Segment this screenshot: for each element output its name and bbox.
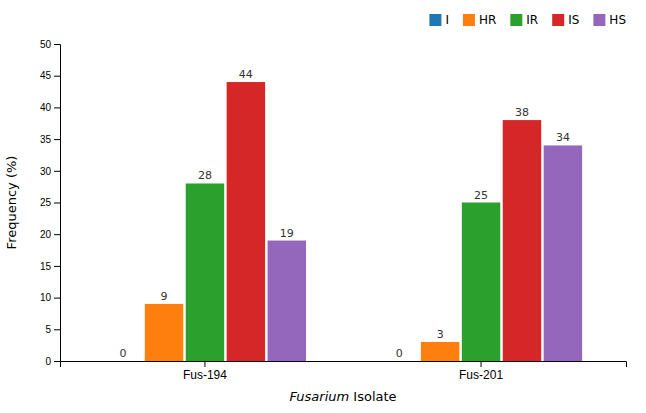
data-label: 44 xyxy=(239,68,253,81)
x-tick-mark xyxy=(204,361,205,367)
y-tick-label: 10 xyxy=(40,292,52,303)
y-tick: 15 xyxy=(40,261,60,272)
y-tick: 30 xyxy=(40,166,60,177)
y-axis-title: Frequency (%) xyxy=(4,156,19,250)
legend-swatch xyxy=(593,14,605,26)
legend-item: HR xyxy=(463,13,496,27)
y-tick-mark xyxy=(54,76,60,77)
y-tick-label: 0 xyxy=(45,356,51,367)
legend-label: IS xyxy=(568,13,579,27)
legend-item: I xyxy=(429,13,449,27)
y-tick-label: 30 xyxy=(40,166,52,177)
bar xyxy=(544,145,582,361)
x-tick-label: Fus-201 xyxy=(459,368,503,382)
x-tick: Fus-201 xyxy=(459,361,503,382)
y-tick-label: 45 xyxy=(40,70,52,81)
y-tick-mark xyxy=(54,107,60,108)
legend-swatch xyxy=(463,14,475,26)
y-tick: 0 xyxy=(45,356,60,367)
bar xyxy=(104,361,142,362)
bar xyxy=(503,120,541,361)
plot: 0 0 9 3 28 25 44 38 19 34 0 5 10 15 20 25 30 35 40 45 50 Fus-… xyxy=(40,39,627,382)
legend-item: HS xyxy=(593,13,626,27)
bar xyxy=(268,241,306,361)
legend-swatch xyxy=(552,14,564,26)
legend-label: HS xyxy=(609,13,626,27)
y-tick: 45 xyxy=(40,70,60,81)
legend-label: I xyxy=(445,13,449,27)
legend: I HR IR IS HS xyxy=(429,13,626,27)
data-label: 0 xyxy=(120,347,127,360)
legend-label: IR xyxy=(526,13,538,27)
y-tick: 5 xyxy=(45,324,60,335)
y-tick: 25 xyxy=(40,197,60,208)
legend-item: IR xyxy=(510,13,538,27)
y-tick-mark xyxy=(54,139,60,140)
data-label: 9 xyxy=(161,290,168,303)
x-tick: Fus-194 xyxy=(183,361,227,382)
y-tick-mark xyxy=(54,361,60,362)
y-tick-mark xyxy=(54,44,60,45)
data-label: 3 xyxy=(437,328,444,341)
y-tick-label: 25 xyxy=(40,197,52,208)
y-tick: 40 xyxy=(40,102,60,113)
y-tick-mark xyxy=(54,171,60,172)
data-labels: 0 0 9 3 28 25 44 38 19 34 xyxy=(120,68,570,360)
y-tick: 35 xyxy=(40,134,60,145)
y-tick-label: 20 xyxy=(40,229,52,240)
x-axis-line xyxy=(61,362,627,368)
bar xyxy=(186,183,224,361)
y-tick-mark xyxy=(54,203,60,204)
data-label: 0 xyxy=(396,347,403,360)
y-tick: 20 xyxy=(40,229,60,240)
bar xyxy=(380,361,418,362)
bar xyxy=(421,342,459,361)
data-label: 38 xyxy=(515,106,529,119)
bars xyxy=(145,82,582,361)
bar xyxy=(145,304,183,361)
x-tick-mark xyxy=(481,361,482,367)
y-tick-mark xyxy=(54,329,60,330)
y-tick-label: 50 xyxy=(40,39,52,50)
legend-swatch xyxy=(510,14,522,26)
x-axis: Fus-194 Fus-201 xyxy=(61,361,627,382)
y-tick-label: 5 xyxy=(45,324,51,335)
y-tick-label: 35 xyxy=(40,134,52,145)
y-tick: 50 xyxy=(40,39,60,50)
data-label: 25 xyxy=(474,189,488,202)
chart: 0 0 9 3 28 25 44 38 19 34 0 5 10 15 20 25 30 35 40 45 50 Fus-… xyxy=(0,0,646,413)
y-tick-label: 40 xyxy=(40,102,52,113)
x-axis-title: Fusarium Isolate xyxy=(289,389,396,404)
legend-item: IS xyxy=(552,13,579,27)
data-label: 34 xyxy=(556,131,570,144)
y-axis: 0 5 10 15 20 25 30 35 40 45 50 xyxy=(40,39,61,367)
legend-label: HR xyxy=(479,13,496,27)
y-tick-mark xyxy=(54,298,60,299)
y-tick-label: 15 xyxy=(40,261,52,272)
bar xyxy=(462,203,500,362)
data-label: 19 xyxy=(280,227,294,240)
data-label: 28 xyxy=(198,169,212,182)
legend-swatch xyxy=(429,14,441,26)
y-axis-line xyxy=(54,45,61,362)
y-tick-mark xyxy=(54,266,60,267)
x-tick-label: Fus-194 xyxy=(183,368,227,382)
y-tick: 10 xyxy=(40,292,60,303)
bar xyxy=(227,82,265,361)
y-tick-mark xyxy=(54,234,60,235)
